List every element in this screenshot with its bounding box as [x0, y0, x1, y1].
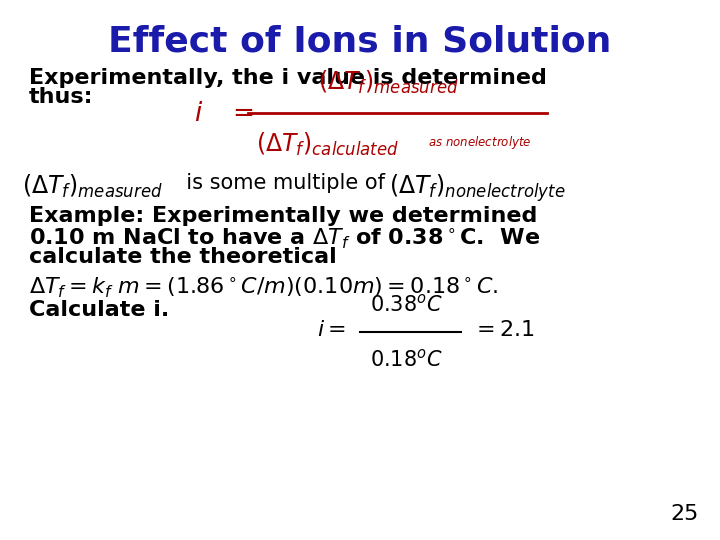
- Text: $\Delta T_f = k_f\ m = (1.86^\circ C/m)(0.10m)=0.18^\circ C.$: $\Delta T_f = k_f\ m = (1.86^\circ C/m)(…: [29, 275, 498, 300]
- Text: calculate the theoretical: calculate the theoretical: [29, 247, 336, 267]
- Text: $(\Delta T_f)_{nonelectrolyte}$: $(\Delta T_f)_{nonelectrolyte}$: [389, 173, 565, 205]
- Text: Effect of Ions in Solution: Effect of Ions in Solution: [108, 24, 612, 58]
- Text: Calculate i.: Calculate i.: [29, 300, 169, 320]
- Text: $i\ \ \ =$: $i\ \ \ =$: [194, 101, 254, 126]
- Text: $0.18^oC$: $0.18^oC$: [370, 348, 444, 370]
- Text: $0.38^oC$: $0.38^oC$: [370, 294, 444, 316]
- Text: thus:: thus:: [29, 87, 94, 107]
- Text: $(\Delta T_f)_{calculated}$: $(\Delta T_f)_{calculated}$: [256, 131, 399, 158]
- Text: $i =$: $i =$: [317, 320, 346, 341]
- Text: is some multiple of: is some multiple of: [173, 173, 398, 193]
- Text: $as\ nonelectrolyte$: $as\ nonelectrolyte$: [428, 134, 532, 151]
- Text: $(\Delta T_f)_{measured}$: $(\Delta T_f)_{measured}$: [22, 173, 163, 200]
- Text: Example: Experimentally we determined: Example: Experimentally we determined: [29, 206, 537, 226]
- Text: 0.10 m NaCl to have a $\Delta T_f$ of 0.38$^\circ$C.  We: 0.10 m NaCl to have a $\Delta T_f$ of 0.…: [29, 227, 540, 251]
- Text: Experimentally, the i value is determined: Experimentally, the i value is determine…: [29, 68, 546, 87]
- Text: $(\Delta T_f)_{measured}$: $(\Delta T_f)_{measured}$: [318, 69, 459, 96]
- Text: 25: 25: [670, 504, 698, 524]
- Text: $= 2.1$: $= 2.1$: [472, 320, 534, 341]
